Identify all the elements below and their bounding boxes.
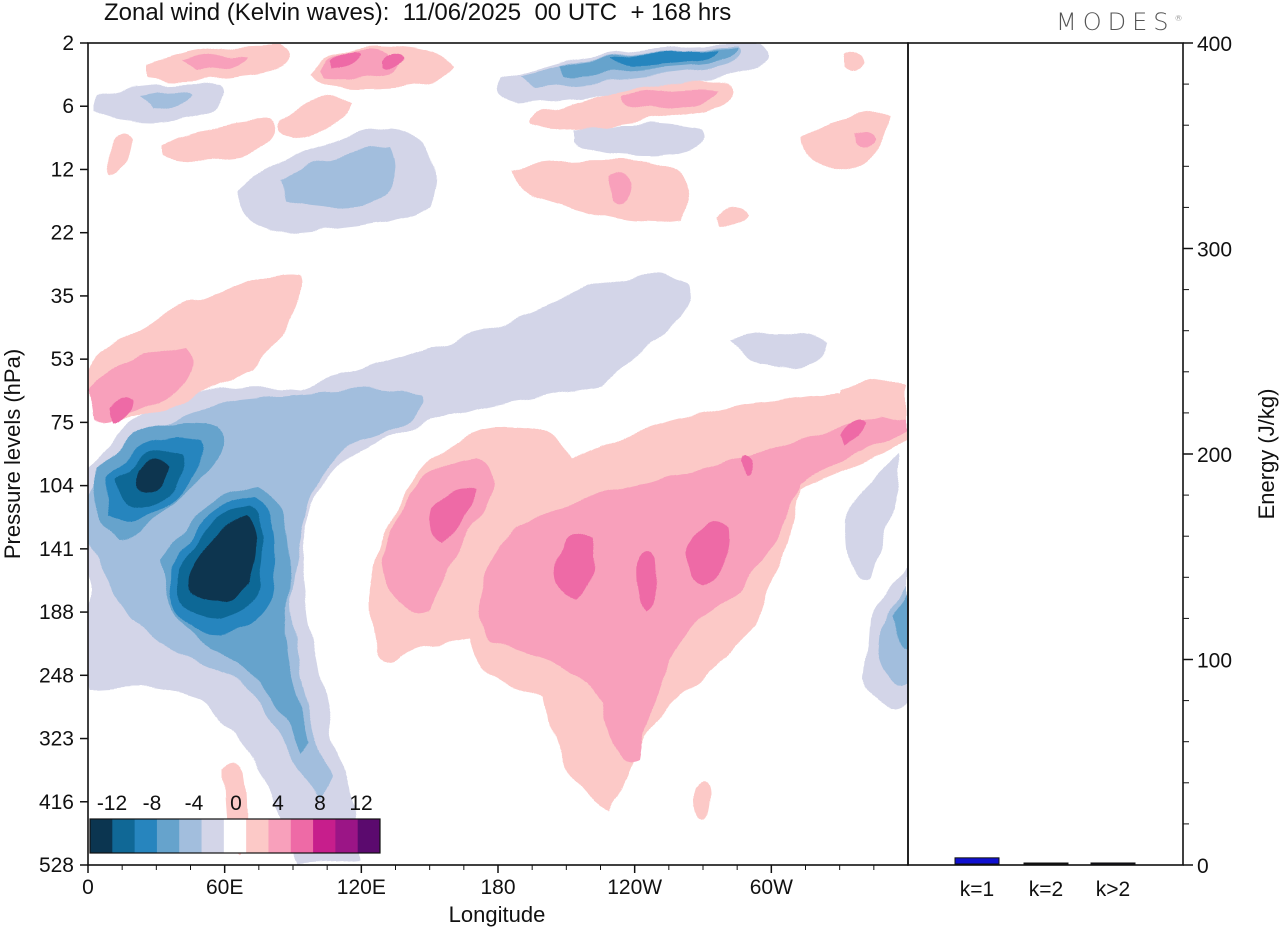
pressure-axis: 2 6 12 22 35 53 75 104 141 188 248 323 416 528 [39, 32, 88, 877]
colorbar-swatch [246, 819, 269, 853]
colorbar-swatch [313, 819, 336, 853]
y-tick-label: 104 [39, 475, 74, 498]
y-tick-label: 2 [62, 32, 74, 55]
energy-tick-label: 200 [1197, 444, 1232, 467]
x-tick-label: 60W [750, 876, 793, 899]
y-tick-label: 141 [39, 538, 74, 561]
y-tick-label: 35 [51, 285, 74, 308]
chart-title: Zonal wind (Kelvin waves): 11/06/2025 00… [104, 0, 732, 26]
longitude-axis: 0 60E 120E 180 120W 60W [82, 865, 875, 899]
y-tick-label: 6 [62, 95, 74, 118]
y-axis-title: Pressure levels (hPa) [0, 349, 25, 559]
x-tick-label: 60E [206, 876, 243, 899]
colorbar-swatch [90, 819, 113, 853]
colorbar-swatch [357, 819, 381, 853]
y-tick-label: 53 [51, 348, 74, 371]
energy-bars: k=1 k=2 k>2 [954, 857, 1136, 901]
colorbar-frame [89, 818, 381, 854]
colorbar-swatch [156, 819, 180, 853]
colorbar: -12 -8 -4 0 4 8 12 [89, 792, 381, 854]
energy-bar [1090, 862, 1136, 865]
energy-axis: 0 100 200 300 400 [1183, 33, 1232, 878]
colorbar-label: 4 [272, 792, 284, 815]
colorbar-label: -4 [185, 792, 204, 815]
y-tick-label: 75 [51, 411, 74, 434]
x-tick-label: 120E [337, 876, 386, 899]
energy-bar-label: k>2 [1096, 878, 1130, 901]
energy-tick-label: 0 [1197, 855, 1209, 878]
colorbar-label: 0 [230, 792, 242, 815]
y-tick-label: 12 [51, 158, 74, 181]
x-tick-label: 120W [607, 876, 662, 899]
logo-text: MODES [1056, 8, 1175, 36]
colorbar-swatch [223, 819, 247, 853]
energy-bar [1023, 862, 1069, 865]
colorbar-swatch [290, 819, 314, 853]
y-tick-label: 323 [39, 728, 74, 751]
modes-logo: MODES® [1056, 8, 1183, 36]
wind-heatmap [88, 43, 908, 865]
energy-tick-label: 400 [1197, 33, 1232, 56]
colorbar-swatch [112, 819, 136, 853]
y-tick-label: 188 [39, 601, 74, 624]
y-tick-label: 22 [51, 222, 74, 245]
energy-bar-label: k=1 [960, 878, 994, 901]
energy-axis-title: Energy (J/kg) [1254, 389, 1279, 520]
energy-frame [907, 42, 1184, 866]
energy-tick-label: 300 [1197, 239, 1232, 262]
colorbar-label: 8 [314, 792, 326, 815]
colorbar-swatch [335, 819, 359, 853]
colorbar-swatch [134, 819, 158, 853]
x-axis-title: Longitude [449, 902, 546, 927]
colorbar-swatch [201, 819, 225, 853]
colorbar-swatch [179, 819, 203, 853]
x-tick-label: 0 [82, 876, 94, 899]
energy-bar-label: k=2 [1029, 878, 1063, 901]
colorbar-label: -8 [143, 792, 162, 815]
energy-bar [954, 857, 1000, 865]
colorbar-label: 12 [349, 792, 372, 815]
energy-tick-label: 100 [1197, 650, 1232, 673]
colorbar-label: -12 [97, 792, 127, 815]
y-tick-label: 416 [39, 791, 74, 814]
colorbar-swatch [268, 819, 292, 853]
x-tick-label: 180 [480, 876, 515, 899]
y-tick-label: 248 [39, 664, 74, 687]
y-tick-label: 528 [39, 854, 74, 877]
